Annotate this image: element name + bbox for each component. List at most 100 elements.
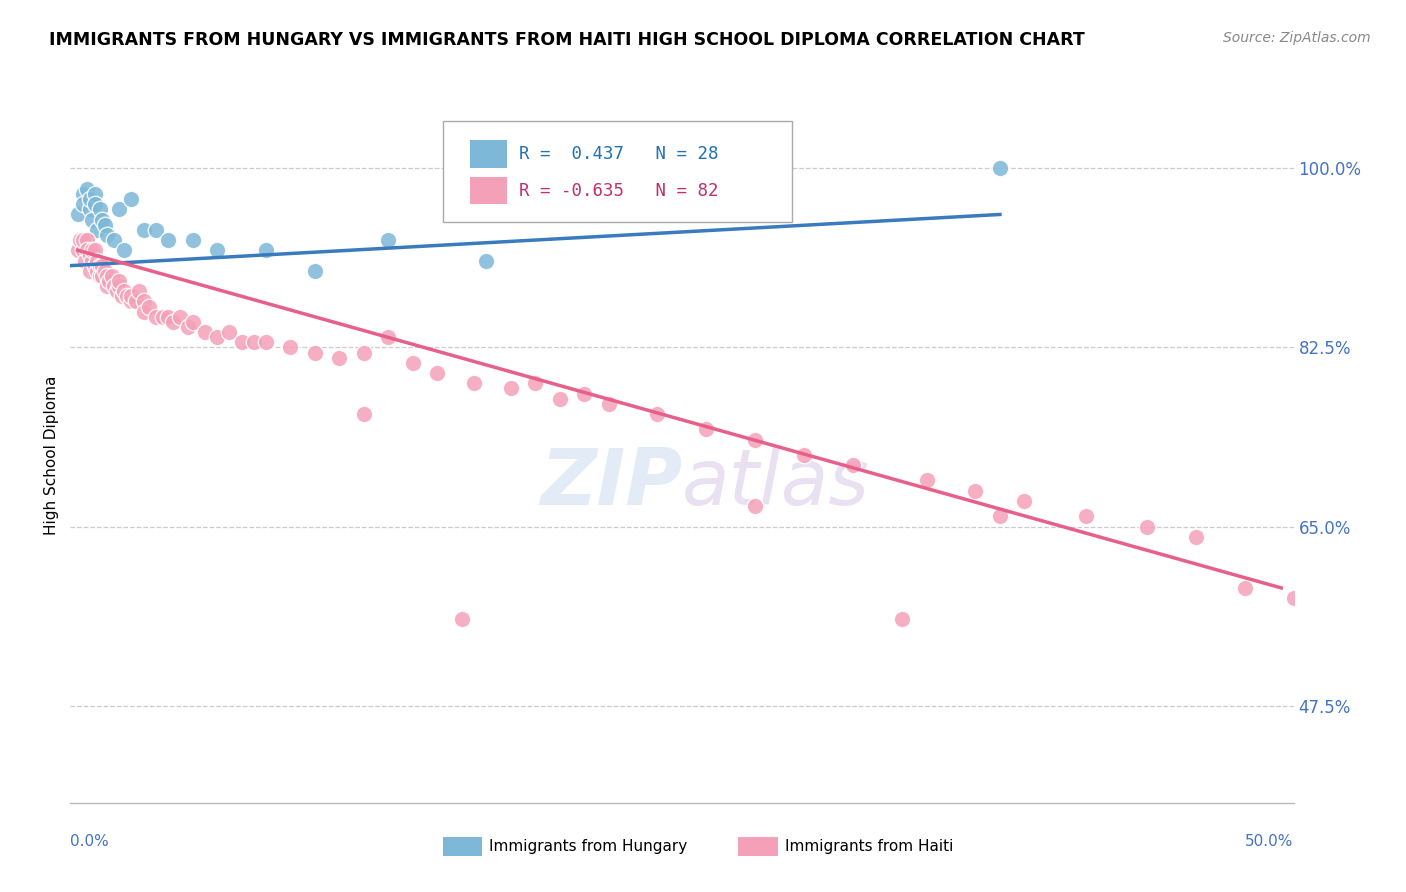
Text: 0.0%: 0.0% [70,834,110,849]
Point [108,279,131,293]
Point [72,187,94,202]
Point [105,284,128,298]
Point [101,268,124,283]
Point [205,330,228,344]
Point [304,345,326,359]
Point [72,197,94,211]
Point [108,202,131,217]
Point [128,284,150,298]
Point [103,233,125,247]
Point [377,233,399,247]
Point [169,310,191,324]
Point [93,218,115,232]
Point [243,335,266,350]
Point [91,268,114,283]
Point [69,233,91,247]
Point [450,612,472,626]
Point [132,223,155,237]
Point [132,294,155,309]
Point [111,289,134,303]
Text: Immigrants from Haiti: Immigrants from Haiti [785,839,953,854]
Point [548,392,571,406]
Point [328,351,350,365]
Point [96,227,118,242]
Point [96,268,118,283]
Point [72,233,94,247]
Point [402,356,425,370]
Point [145,223,167,237]
Point [76,182,98,196]
Point [82,244,104,258]
Point [89,259,111,273]
Text: Source: ZipAtlas.com: Source: ZipAtlas.com [1223,31,1371,45]
Point [1282,591,1305,606]
Point [83,259,105,273]
Point [572,386,595,401]
Point [353,407,375,421]
Point [79,202,101,217]
Point [132,304,155,318]
Point [121,294,143,309]
Text: IMMIGRANTS FROM HUNGARY VS IMMIGRANTS FROM HAITI HIGH SCHOOL DIPLOMA CORRELATION: IMMIGRANTS FROM HUNGARY VS IMMIGRANTS FR… [49,31,1085,49]
Point [205,244,228,258]
Text: atlas: atlas [682,445,870,521]
Point [915,474,938,488]
Text: R =  0.437   N = 28: R = 0.437 N = 28 [519,145,718,162]
Text: Immigrants from Hungary: Immigrants from Hungary [489,839,688,854]
Point [138,300,160,314]
Point [76,233,98,247]
Point [793,448,815,462]
Point [66,207,89,221]
FancyBboxPatch shape [443,121,792,222]
Point [125,294,148,309]
Point [598,397,620,411]
Point [177,320,200,334]
Text: ZIP: ZIP [540,445,682,521]
Point [218,325,240,339]
Point [79,248,101,262]
Point [98,274,121,288]
Point [89,202,111,217]
Point [66,244,89,258]
Point [72,244,94,258]
Point [695,422,717,436]
Point [744,433,766,447]
Point [115,289,138,303]
Point [988,509,1011,524]
Point [891,612,914,626]
Y-axis label: High School Diploma: High School Diploma [44,376,59,534]
Point [353,345,375,359]
Bar [470,177,508,204]
Point [108,274,131,288]
Point [121,289,143,303]
Point [157,233,180,247]
Point [254,335,277,350]
Point [82,212,104,227]
Point [121,192,143,206]
Point [1074,509,1097,524]
Point [86,264,108,278]
Point [1233,581,1256,595]
Point [152,310,174,324]
Point [145,310,167,324]
Point [157,310,180,324]
Text: 50.0%: 50.0% [1246,834,1294,849]
Point [194,325,217,339]
Text: R = -0.635   N = 82: R = -0.635 N = 82 [519,182,718,200]
Point [744,499,766,513]
Point [96,279,118,293]
Point [1014,494,1036,508]
Point [76,244,98,258]
Point [965,483,987,498]
Point [280,341,302,355]
Point [162,315,184,329]
Point [231,335,253,350]
Point [842,458,865,472]
Point [93,264,115,278]
Point [112,244,135,258]
Point [89,268,111,283]
Point [524,376,547,391]
Bar [470,140,508,168]
Point [647,407,669,421]
Point [988,161,1011,176]
